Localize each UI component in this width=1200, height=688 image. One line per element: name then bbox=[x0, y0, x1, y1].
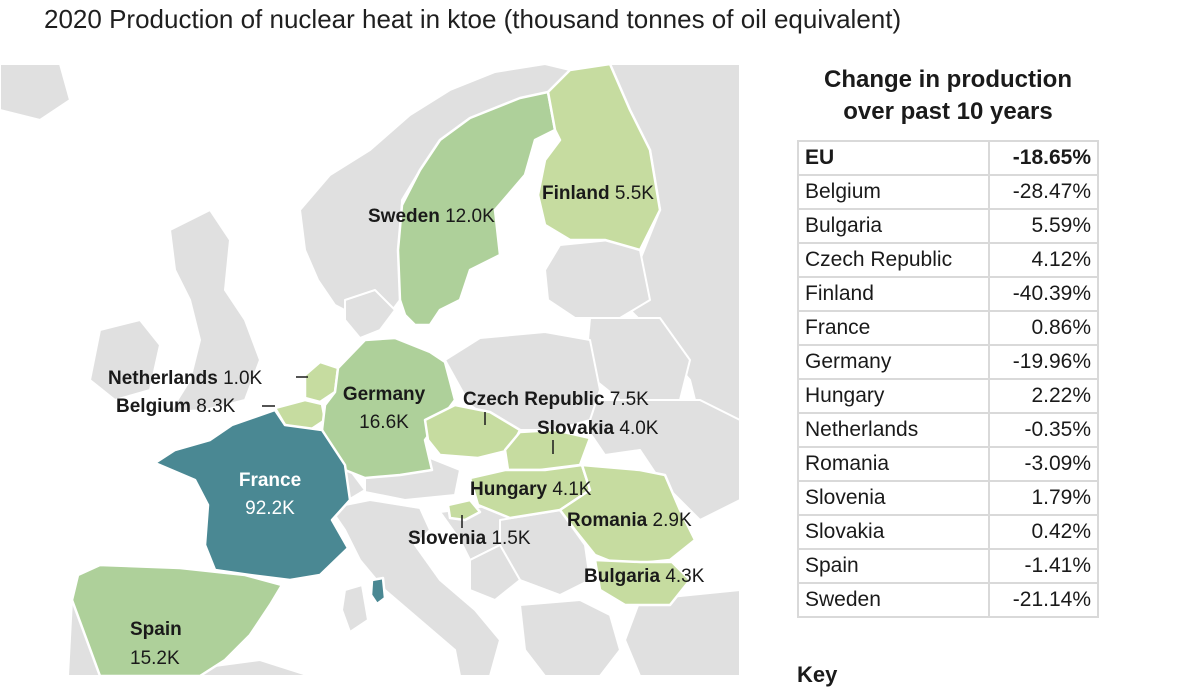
country-iceland bbox=[0, 63, 71, 121]
table-cell-country: Slovakia bbox=[797, 514, 990, 550]
table-row: Czech Republic 4.12% bbox=[797, 242, 1100, 278]
country-bulgaria bbox=[593, 558, 692, 607]
label-netherlands: Netherlands 1.0K bbox=[108, 368, 263, 389]
table-row: Spain -1.41% bbox=[797, 548, 1100, 584]
label-slovakia: Slovakia 4.0K bbox=[537, 418, 659, 439]
table-row: Slovenia 1.79% bbox=[797, 480, 1100, 516]
table-cell-country: EU bbox=[797, 140, 990, 176]
table-cell-change: -1.41% bbox=[987, 548, 1100, 584]
country-italy bbox=[329, 499, 501, 676]
table-cell-country: Belgium bbox=[797, 174, 990, 210]
label-belgium: Belgium 8.3K bbox=[116, 396, 236, 417]
table-cell-change: -3.09% bbox=[987, 446, 1100, 482]
country-greece bbox=[519, 599, 621, 676]
table-cell-change: 0.86% bbox=[987, 310, 1100, 346]
table-cell-country: Spain bbox=[797, 548, 990, 584]
table-cell-country: Slovenia bbox=[797, 480, 990, 516]
country-slovenia bbox=[446, 498, 482, 522]
table-cell-change: -40.39% bbox=[987, 276, 1100, 312]
table-cell-country: Finland bbox=[797, 276, 990, 312]
table-cell-country: Romania bbox=[797, 446, 990, 482]
table-row: Germany -19.96% bbox=[797, 344, 1100, 380]
label-france-name: France bbox=[239, 470, 301, 491]
table-cell-country: Bulgaria bbox=[797, 208, 990, 244]
change-table: EU -18.65% Belgium -28.47% Bulgaria 5.59% Czec… bbox=[797, 140, 1100, 618]
label-hungary: Hungary 4.1K bbox=[470, 479, 592, 500]
non-producer-land bbox=[0, 63, 740, 676]
europe-map: Sweden 12.0K Finland 5.5K Netherlands 1.… bbox=[0, 62, 740, 676]
country-uk bbox=[169, 209, 261, 413]
label-bulgaria: Bulgaria 4.3K bbox=[584, 566, 705, 587]
table-cell-change: -28.47% bbox=[987, 174, 1100, 210]
table-cell-change: 4.12% bbox=[987, 242, 1100, 278]
country-denmark bbox=[344, 289, 396, 339]
country-turkey bbox=[624, 589, 740, 676]
label-germany-name: Germany bbox=[343, 384, 426, 405]
label-sweden: Sweden 12.0K bbox=[368, 206, 495, 227]
change-table-title: Change in production over past 10 years bbox=[790, 64, 1106, 128]
table-row: EU -18.65% bbox=[797, 140, 1100, 176]
table-cell-country: Sweden bbox=[797, 582, 990, 618]
table-cell-change: 0.42% bbox=[987, 514, 1100, 550]
table-cell-change: 5.59% bbox=[987, 208, 1100, 244]
table-cell-country: Netherlands bbox=[797, 412, 990, 448]
leader-lines bbox=[262, 376, 554, 528]
table-cell-country: Germany bbox=[797, 344, 990, 380]
key-heading: Key bbox=[797, 662, 838, 687]
country-ireland bbox=[89, 319, 161, 401]
label-spain-value: 15.2K bbox=[130, 648, 180, 669]
map-title: 2020 Production of nuclear heat in ktoe … bbox=[44, 4, 902, 34]
table-row: Romania -3.09% bbox=[797, 446, 1100, 482]
table-cell-change: -18.65% bbox=[987, 140, 1100, 176]
table-cell-change: -0.35% bbox=[987, 412, 1100, 448]
label-czech: Czech Republic 7.5K bbox=[463, 389, 649, 410]
label-slovenia: Slovenia 1.5K bbox=[408, 528, 531, 549]
country-germany bbox=[320, 336, 457, 480]
label-spain-name: Spain bbox=[130, 619, 182, 640]
change-table-title-line1: Change in production bbox=[824, 66, 1072, 93]
table-row: Belgium -28.47% bbox=[797, 174, 1100, 210]
table-cell-change: -21.14% bbox=[987, 582, 1100, 618]
table-row: Netherlands -0.35% bbox=[797, 412, 1100, 448]
table-row: Finland -40.39% bbox=[797, 276, 1100, 312]
table-row: Bulgaria 5.59% bbox=[797, 208, 1100, 244]
table-cell-country: Czech Republic bbox=[797, 242, 990, 278]
table-cell-change: 2.22% bbox=[987, 378, 1100, 414]
table-cell-country: France bbox=[797, 310, 990, 346]
country-spain bbox=[70, 563, 284, 676]
label-romania: Romania 2.9K bbox=[567, 510, 692, 531]
change-table-title-line2: over past 10 years bbox=[843, 98, 1053, 125]
country-baltics bbox=[544, 239, 651, 319]
country-bosnia bbox=[469, 544, 521, 601]
label-germany-value: 16.6K bbox=[359, 412, 409, 433]
table-row: France 0.86% bbox=[797, 310, 1100, 346]
table-cell-country: Hungary bbox=[797, 378, 990, 414]
label-france-value: 92.2K bbox=[245, 498, 295, 519]
table-row: Sweden -21.14% bbox=[797, 582, 1100, 618]
island-sardinia bbox=[341, 584, 369, 633]
table-cell-change: 1.79% bbox=[987, 480, 1100, 516]
island-corsica bbox=[369, 576, 387, 606]
country-sweden bbox=[396, 90, 557, 327]
country-ukraine bbox=[587, 399, 740, 521]
table-cell-change: -19.96% bbox=[987, 344, 1100, 380]
table-row: Slovakia 0.42% bbox=[797, 514, 1100, 550]
label-finland: Finland 5.5K bbox=[542, 183, 654, 204]
table-row: Hungary 2.22% bbox=[797, 378, 1100, 414]
country-france bbox=[153, 408, 352, 582]
country-finland bbox=[536, 62, 662, 252]
